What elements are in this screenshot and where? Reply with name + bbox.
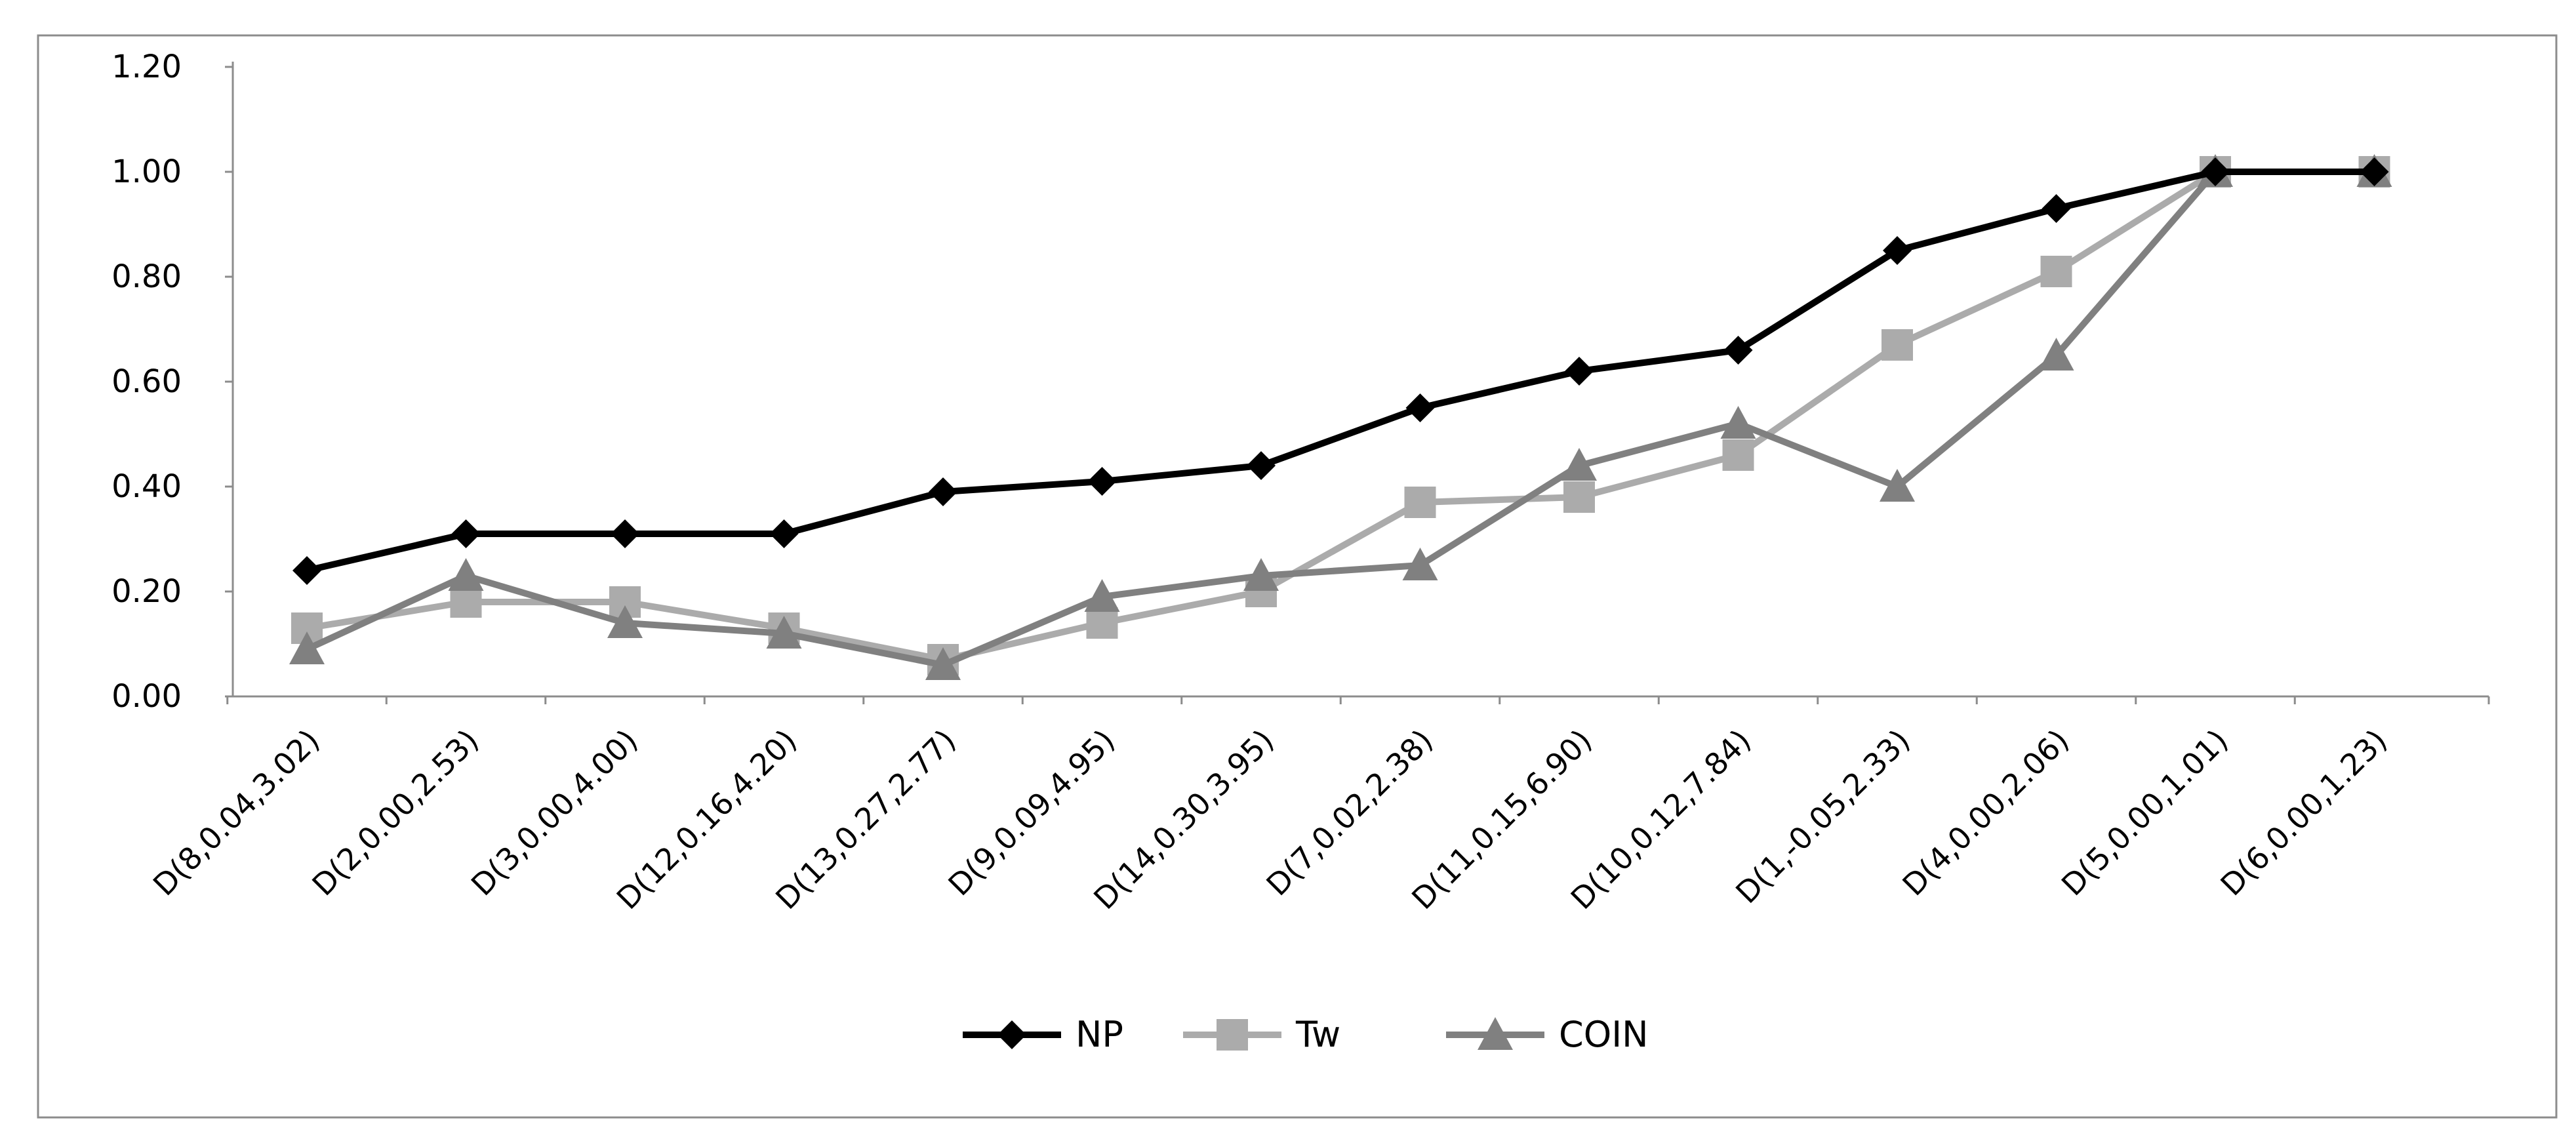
data-point-np (2201, 157, 2230, 186)
legend-item-tw: Tw (1183, 1014, 1340, 1055)
data-point-np (1405, 393, 1435, 422)
legend-label-tw: Tw (1295, 1014, 1340, 1055)
series-line-coin (304, 169, 2378, 668)
data-point-np (769, 519, 799, 548)
y-tick-label: 0.00 (111, 678, 182, 715)
legend: NP Tw COIN (963, 1014, 1649, 1055)
data-point-coin (289, 632, 325, 664)
series-line-tw (304, 169, 2378, 663)
data-point-tw (450, 586, 482, 618)
data-point-tw (1404, 487, 1436, 518)
data-point-np (611, 519, 639, 548)
data-point-np (929, 477, 957, 506)
legend-marker-tw (1217, 1019, 1248, 1051)
data-point-coin (1561, 448, 1597, 481)
data-point-np (1565, 357, 1594, 386)
y-tick-label: 1.00 (111, 153, 182, 190)
data-point-coin (448, 558, 484, 591)
data-point-tw (1563, 481, 1595, 513)
data-point-tw (2040, 256, 2072, 287)
data-point-coin (766, 616, 802, 649)
y-tick-label: 0.80 (111, 258, 182, 295)
data-point-np (1087, 467, 1117, 496)
data-point-coin (1084, 579, 1120, 612)
legend-marker-np (997, 1020, 1026, 1049)
series-np (292, 157, 2389, 585)
y-axis: 0.00 0.20 0.40 0.60 0.80 1.00 1.20 (111, 49, 234, 715)
data-point-np (2360, 157, 2389, 186)
y-tick-label: 0.60 (111, 363, 182, 400)
y-tick-label: 0.40 (111, 468, 182, 505)
legend-label-np: NP (1076, 1014, 1123, 1055)
data-point-tw (1722, 439, 1754, 471)
data-point-np (1883, 236, 1912, 265)
data-point-np (1247, 451, 1276, 480)
series-layer (289, 154, 2392, 680)
data-point-coin (925, 647, 961, 680)
data-point-np (2042, 194, 2071, 223)
legend-item-coin: COIN (1446, 1014, 1649, 1055)
data-point-coin (1720, 406, 1756, 439)
data-point-coin (1402, 548, 1438, 580)
data-point-np (1723, 336, 1753, 365)
data-point-tw (1882, 329, 1913, 361)
data-point-coin (1880, 469, 1915, 502)
y-tick-label: 0.20 (111, 573, 182, 610)
data-point-coin (607, 605, 643, 638)
data-point-np (292, 556, 321, 585)
data-point-tw (1086, 607, 1118, 639)
legend-label-coin: COIN (1559, 1014, 1649, 1055)
y-tick-label: 1.20 (111, 49, 182, 85)
data-point-coin (2038, 338, 2074, 371)
legend-item-np: NP (963, 1014, 1123, 1055)
legend-marker-coin (1478, 1017, 1513, 1050)
data-point-np (451, 519, 481, 548)
data-point-coin (1243, 558, 1279, 591)
series-line-np (304, 169, 2378, 574)
